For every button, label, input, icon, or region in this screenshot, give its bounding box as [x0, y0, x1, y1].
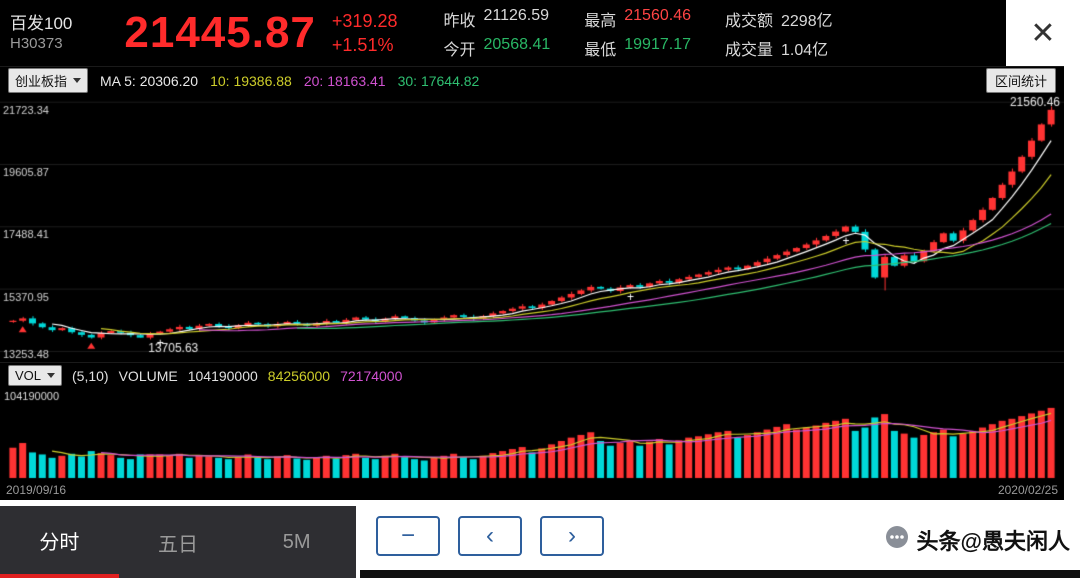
volume-ma10: 72174000 [340, 367, 403, 384]
tab-five-day[interactable]: 五日 [158, 533, 198, 556]
volume-current: 104190000 [187, 367, 258, 384]
ma10-legend: 10: 19386.88 [210, 72, 292, 89]
instrument-code: H30373 [10, 35, 63, 53]
ma5-legend: MA 5: 20306.20 [100, 72, 199, 89]
stat-low: 最低 19917.17 [584, 35, 691, 59]
watermark-logo-icon [884, 524, 910, 556]
stat-high: 最高 21560.46 [584, 6, 691, 30]
index-selector-dropdown[interactable]: 创业板指 [8, 68, 89, 93]
index-selector-label: 创业板指 [15, 74, 68, 89]
close-icon: ✕ [1030, 16, 1056, 50]
chart-period-tabs: 分时 五日 5M [0, 506, 356, 578]
header: 百发100 H30373 21445.87 +319.28 +1.51% 昨收 … [0, 0, 1064, 66]
candlestick-chart[interactable] [0, 94, 1064, 362]
close-button[interactable]: ✕ [1006, 0, 1080, 66]
ma20-legend: 20: 18163.41 [303, 72, 386, 89]
instrument-name: 百发100 [10, 13, 73, 33]
chart-nav-buttons: − ‹ › [376, 516, 604, 556]
volume-label: VOLUME [118, 367, 178, 384]
range-stats-button[interactable]: 区间统计 [985, 68, 1056, 93]
end-date-label: 2020/02/25 [997, 483, 1058, 497]
next-button[interactable]: › [540, 516, 604, 556]
tab-intraday[interactable]: 分时 [0, 506, 119, 578]
volume-indicator-label: VOL [15, 368, 42, 383]
bottom-toolbar: 分时 五日 5M − ‹ › 头条@愚夫闲人 [0, 500, 1080, 578]
ma30-legend: 30: 17644.82 [397, 72, 480, 89]
price-change-block: +319.28 +1.51% [332, 9, 398, 58]
price-change: +319.28 [331, 10, 398, 31]
stat-prev-close: 昨收 21126.59 [443, 6, 550, 30]
volume-indicator-bar: VOL (5,10) VOLUME 104190000 84256000 721… [0, 362, 1064, 388]
start-date-label: 2019/09/16 [6, 483, 67, 497]
indicator-bar: 创业板指 MA 5: 20306.20 10: 19386.88 20: 181… [0, 66, 1064, 94]
zoom-out-button[interactable]: − [376, 516, 440, 556]
date-axis: 2019/09/16 2020/02/25 [0, 480, 1064, 500]
volume-params: (5,10) [72, 367, 109, 384]
footer-bar [360, 570, 1080, 578]
price-change-percent: +1.51% [331, 35, 394, 55]
volume-chart[interactable] [0, 388, 1064, 480]
prev-button[interactable]: ‹ [458, 516, 522, 556]
watermark-text: 头条@愚夫闲人 [916, 529, 1070, 554]
watermark: 头条@愚夫闲人 [884, 524, 1070, 556]
market-stats: 昨收 21126.59 最高 21560.46 成交额 2298亿 今开 205… [443, 7, 832, 60]
volume-indicator-dropdown[interactable]: VOL [8, 365, 63, 386]
stat-open: 今开 20568.41 [443, 35, 551, 59]
stock-app-window: 百发100 H30373 21445.87 +319.28 +1.51% 昨收 … [0, 0, 1064, 500]
last-price: 21445.87 [124, 8, 316, 57]
volume-ma5: 84256000 [267, 367, 331, 384]
stat-turnover: 成交额 2298亿 [724, 12, 833, 30]
stat-volume: 成交量 1.04亿 [724, 41, 829, 59]
chevron-down-icon [73, 78, 82, 83]
tab-5m[interactable]: 5M [282, 530, 311, 553]
instrument-block: 百发100 H30373 [10, 13, 72, 53]
chevron-down-icon [47, 373, 56, 378]
